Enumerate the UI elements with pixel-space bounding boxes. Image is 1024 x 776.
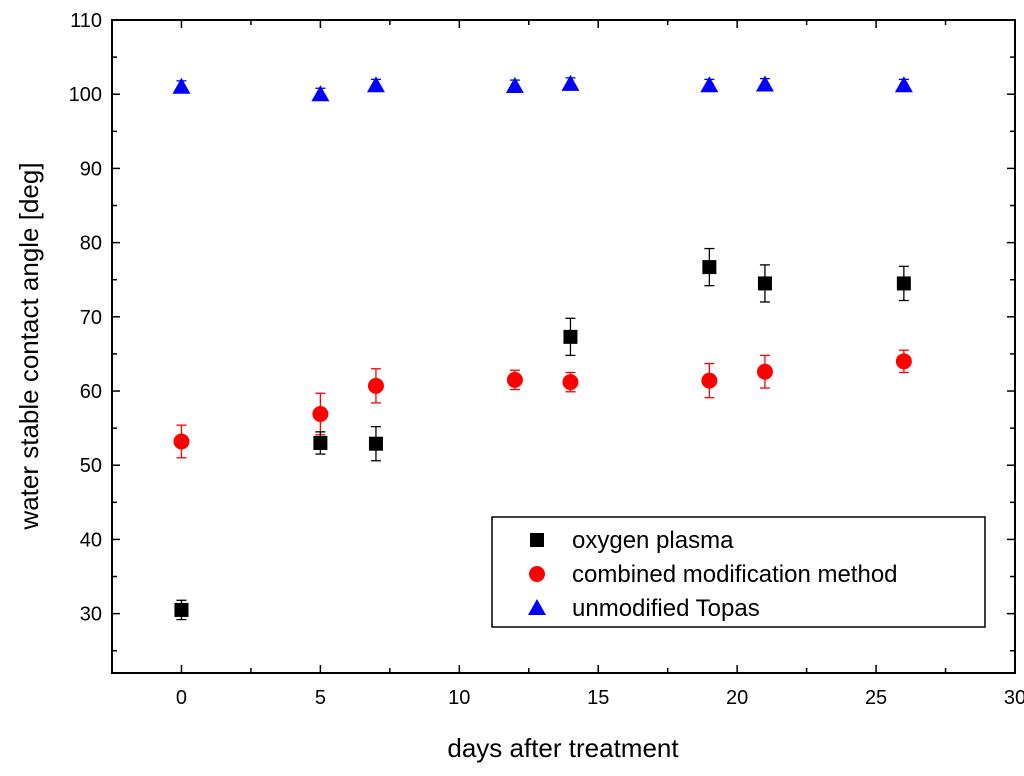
ticks-layer: 0 5 10 15 20 25 30 30 40 50 60 70 80 90 100 110 — [69, 10, 1024, 709]
series-oxygen-plasma — [174, 247, 911, 621]
x-tick-label: 10 — [448, 687, 470, 709]
x-tick-label: 25 — [865, 687, 887, 709]
y-tick-label: 90 — [80, 158, 102, 180]
data-point — [757, 276, 772, 291]
y-tick-label: 110 — [70, 10, 102, 32]
data-point — [366, 76, 385, 93]
data-point — [755, 75, 774, 92]
data-point — [562, 374, 579, 391]
series-unmodified-topas — [172, 74, 913, 102]
data-point — [702, 260, 717, 275]
y-tick-label: 40 — [80, 529, 102, 551]
y-tick-label: 60 — [80, 381, 102, 403]
data-point — [701, 372, 718, 389]
x-axis-title: days after treatment — [447, 733, 679, 763]
data-point — [563, 329, 578, 344]
legend-marker-triangle — [528, 599, 546, 615]
data-point — [311, 85, 330, 102]
plot-frame — [111, 19, 1016, 674]
y-tick-label: 30 — [80, 604, 102, 626]
legend: oxygen plasma combined modification metho… — [491, 516, 986, 628]
x-tick-label: 20 — [726, 687, 748, 709]
x-tick-label: 30 — [1004, 687, 1024, 709]
legend-marker-square — [530, 533, 544, 547]
data-point — [313, 435, 328, 450]
y-tick-label: 50 — [80, 455, 102, 477]
legend-box — [491, 516, 986, 628]
legend-label: unmodified Topas — [572, 595, 760, 622]
data-point — [896, 276, 911, 291]
y-tick-label: 70 — [80, 307, 102, 329]
legend-items: oxygen plasma combined modification metho… — [528, 527, 898, 622]
data-point — [505, 77, 524, 94]
data-point — [172, 77, 191, 94]
x-tick-label: 0 — [176, 687, 187, 709]
data-point — [756, 363, 773, 380]
y-tick-label: 80 — [80, 233, 102, 255]
legend-label: combined modification method — [572, 561, 898, 588]
data-point — [506, 371, 523, 388]
y-axis-title: water stable contact angle [deg] — [14, 162, 44, 530]
data-point — [895, 353, 912, 370]
legend-marker-circle — [529, 566, 545, 582]
data-point — [367, 377, 384, 394]
data-point — [561, 74, 580, 91]
data-point — [894, 76, 913, 93]
data-point — [173, 433, 190, 450]
y-tick-label: 100 — [69, 84, 102, 106]
data-point — [368, 436, 383, 451]
data-point — [312, 406, 329, 423]
data-point — [700, 76, 719, 93]
marks-layer — [172, 74, 913, 621]
legend-label: oxygen plasma — [572, 527, 734, 554]
data-point — [174, 602, 189, 617]
x-tick-label: 15 — [587, 687, 609, 709]
x-tick-label: 5 — [315, 687, 326, 709]
series-combined-modification-method — [173, 349, 912, 459]
